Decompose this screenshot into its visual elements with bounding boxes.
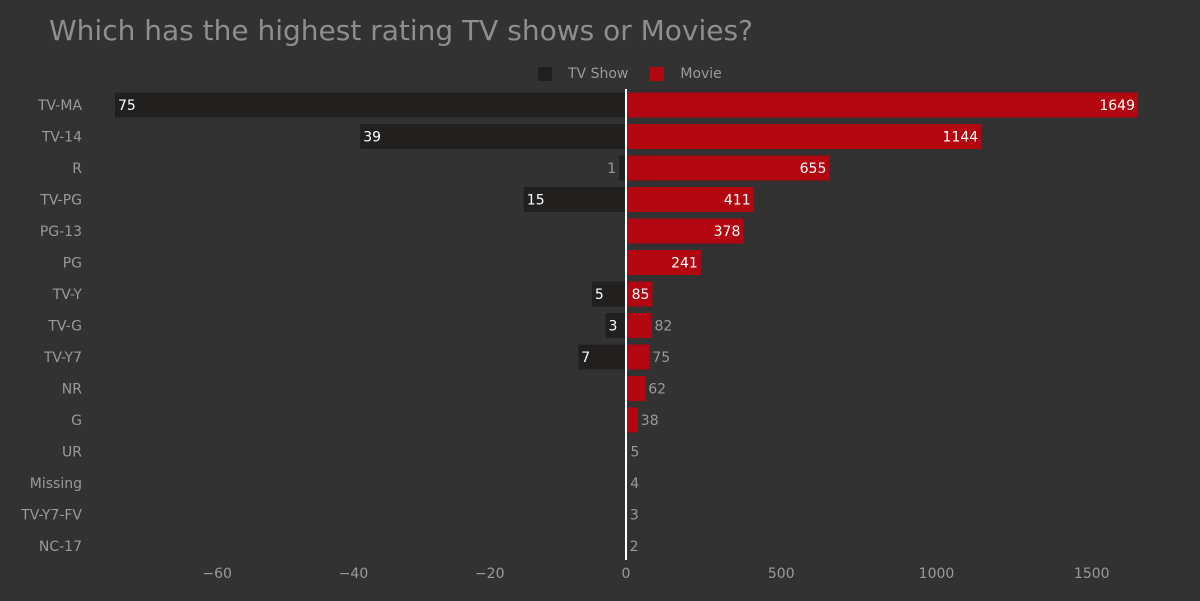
bar-movie-pg	[626, 250, 701, 275]
data-label-movie-g: 38	[641, 413, 659, 429]
category-label-pg-13: PG-13	[40, 224, 82, 240]
chart-legend: TV Show Movie	[538, 64, 744, 84]
legend-item-movie[interactable]: Movie	[650, 66, 722, 82]
bar-movie-nr	[626, 376, 646, 401]
data-label-tv-show-r: 1	[607, 161, 616, 177]
bar-movie-tv-ma	[626, 92, 1138, 118]
data-label-movie-tv-ma: 1649	[1099, 98, 1135, 114]
data-label-movie-tv-14: 1144	[943, 130, 979, 146]
category-label-tv-pg: TV-PG	[39, 193, 82, 209]
bar-tv-show-tv-14	[360, 124, 626, 149]
x-tick-label-right-0: 500	[768, 566, 795, 582]
data-label-movie-tv-pg: 411	[724, 193, 751, 209]
category-label-tv-y7-fv: TV-Y7-FV	[20, 508, 82, 524]
x-tick-label-right-2: 1500	[1074, 566, 1110, 582]
data-label-tv-show-tv-g: 3	[609, 319, 618, 335]
category-label-nr: NR	[62, 382, 82, 398]
category-label-tv-y7: TV-Y7	[43, 350, 82, 366]
data-label-tv-show-tv-ma: 75	[118, 98, 136, 114]
bar-movie-tv-pg	[626, 187, 754, 212]
bar-movie-tv-14	[626, 124, 982, 149]
data-label-movie-pg: 241	[671, 256, 698, 272]
bar-movie-g	[626, 407, 638, 433]
category-label-nc-17: NC-17	[39, 539, 82, 555]
category-label-tv-14: TV-14	[41, 130, 82, 146]
x-tick-label-left-3: 0	[622, 566, 631, 582]
data-label-movie-tv-y7: 75	[652, 350, 670, 366]
category-label-missing: Missing	[30, 476, 82, 492]
data-label-movie-tv-g: 82	[654, 319, 672, 335]
bar-tv-show-r	[619, 155, 626, 181]
data-label-tv-show-tv-14: 39	[363, 130, 381, 146]
bar-tv-show-tv-pg	[523, 187, 626, 212]
x-tick-label-right-1: 1000	[919, 566, 955, 582]
bar-tv-show-tv-y7	[578, 344, 626, 370]
legend-item-tv-show[interactable]: TV Show	[538, 66, 628, 82]
category-label-tv-y: TV-Y	[52, 287, 83, 303]
bar-movie-pg-13	[626, 218, 744, 244]
category-label-tv-ma: TV-MA	[37, 98, 82, 114]
bar-movie-tv-y	[626, 281, 653, 307]
category-label-r: R	[72, 161, 82, 177]
legend-swatch-movie	[650, 67, 665, 81]
x-tick-label-left-1: −40	[339, 566, 369, 582]
data-label-movie-tv-y: 85	[632, 287, 650, 303]
bar-movie-r	[626, 155, 830, 181]
x-tick-label-left-2: −20	[475, 566, 505, 582]
category-label-tv-g: TV-G	[47, 319, 82, 335]
data-label-movie-pg-13: 378	[714, 224, 741, 240]
bar-tv-show-tv-y	[591, 281, 626, 307]
legend-label-tv-show: TV Show	[568, 66, 629, 82]
data-label-tv-show-tv-y7: 7	[581, 350, 590, 366]
x-tick-label-left-0: −60	[202, 566, 232, 582]
data-label-tv-show-tv-pg: 15	[527, 193, 545, 209]
chart-title: Which has the highest rating TV shows or…	[49, 14, 753, 47]
bar-tv-show-tv-g	[605, 313, 626, 338]
data-label-movie-r: 655	[800, 161, 827, 177]
bar-movie-tv-y7	[626, 344, 650, 370]
category-label-pg: PG	[63, 256, 82, 272]
category-label-g: G	[71, 413, 82, 429]
data-label-movie-tv-y7-fv: 3	[630, 508, 639, 524]
category-label-ur: UR	[62, 445, 82, 461]
data-label-movie-ur: 5	[631, 445, 640, 461]
data-label-tv-show-tv-y: 5	[595, 287, 604, 303]
bar-movie-tv-g	[626, 313, 652, 338]
legend-swatch-tv-show	[538, 67, 552, 81]
bar-tv-show-tv-ma	[115, 92, 626, 118]
data-label-movie-missing: 4	[630, 476, 639, 492]
data-label-movie-nc-17: 2	[630, 539, 639, 555]
legend-label-movie: Movie	[680, 66, 722, 82]
data-label-movie-nr: 62	[648, 382, 666, 398]
